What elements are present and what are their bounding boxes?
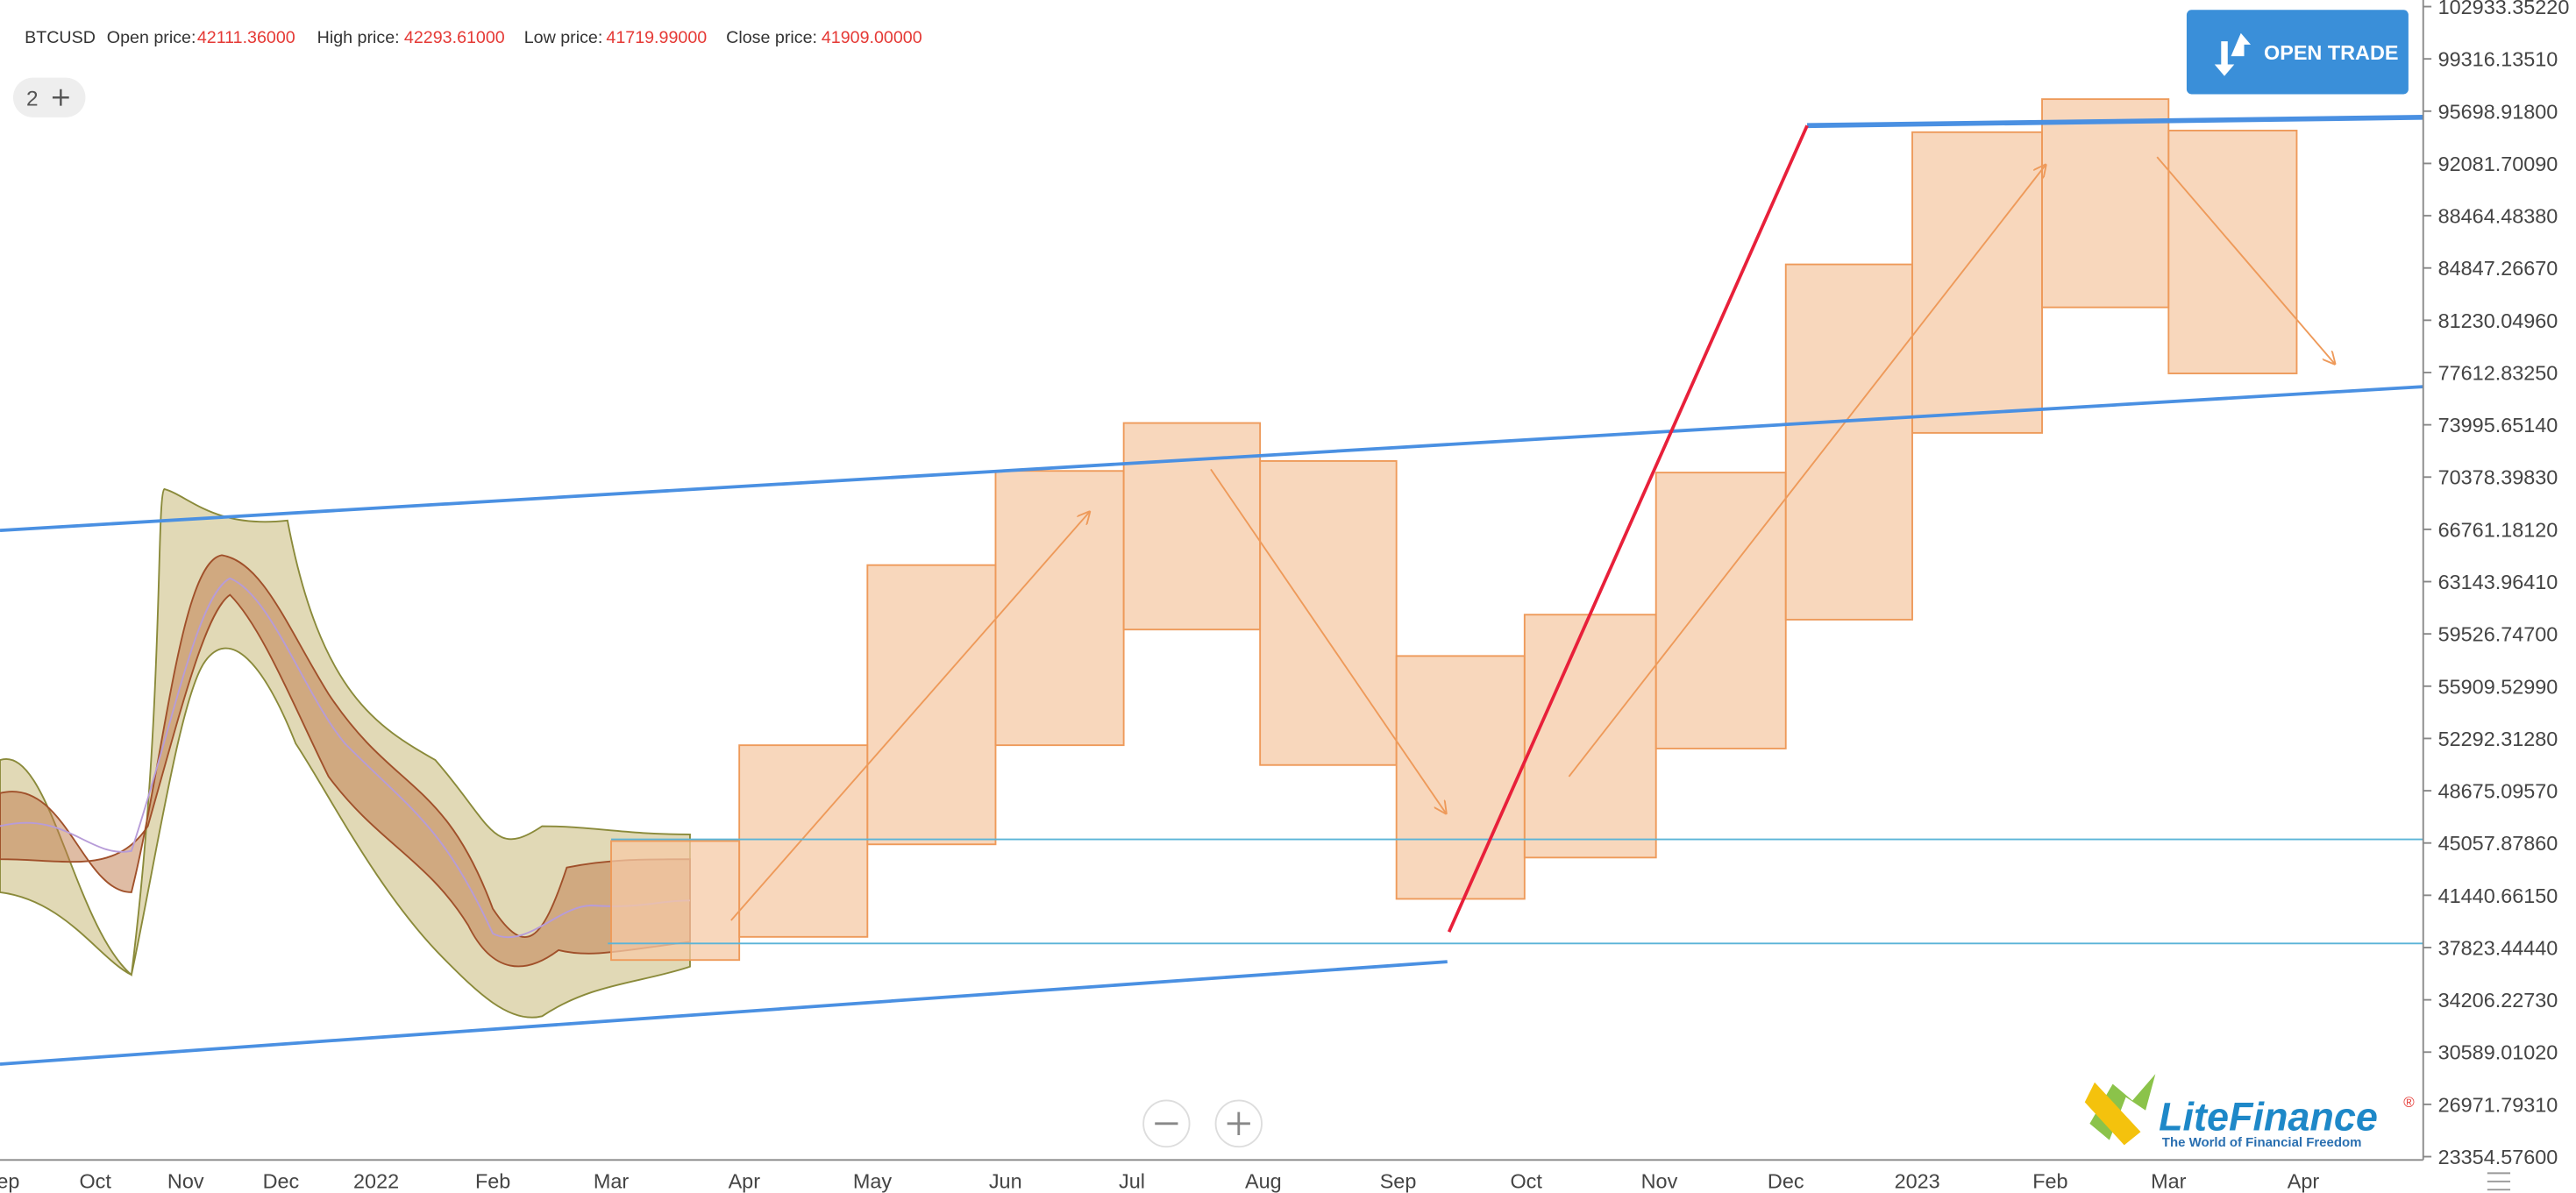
field-label: Low price: [524, 28, 603, 47]
forecast-box [1122, 422, 1262, 631]
price-label: 30589.01020 [2438, 1041, 2558, 1064]
forecast-boxes [610, 98, 2298, 962]
time-label: Sep [1380, 1169, 1417, 1192]
forecast-box [2167, 129, 2298, 374]
field-value: 41719.99000 [606, 28, 707, 47]
field-value: 41909.00000 [822, 28, 922, 47]
badge-count[interactable]: 2 [26, 88, 39, 111]
price-label: 88464.48380 [2438, 205, 2558, 228]
channel-line [0, 960, 1448, 1066]
time-label: Feb [2032, 1169, 2067, 1192]
open-trade-button[interactable]: OPEN TRADE [2186, 10, 2409, 95]
time-axis: ep Oct Nov Dec 2022 Feb Mar Apr May Jun Jul Aug Sep O… [0, 1169, 2319, 1192]
price-label: 102933.35220 [2438, 0, 2570, 18]
forecast-box [2041, 98, 2170, 309]
field-value: 42293.61000 [404, 28, 505, 47]
forecast-box [738, 744, 869, 938]
time-label: 2022 [353, 1169, 399, 1192]
red-line [1447, 124, 1809, 933]
time-label: Jun [989, 1169, 1022, 1192]
time-label: Dec [1768, 1169, 1804, 1192]
price-label: 37823.44440 [2438, 936, 2558, 959]
button-bg[interactable] [2186, 10, 2409, 95]
price-label: 55909.52990 [2438, 675, 2558, 698]
price-label: 26971.79310 [2438, 1093, 2558, 1116]
forecast-box [994, 470, 1125, 747]
forecast-box [1654, 472, 1787, 749]
header: BTCUSD Open price: 42111.36000 High pric… [25, 28, 922, 47]
price-label: 41440.66150 [2438, 884, 2558, 907]
arrow [1568, 166, 2045, 778]
arrow [730, 512, 1089, 921]
price-axis: 102933.35220 99316.13510 95698.91800 92081.… [2423, 0, 2570, 1168]
price-label: 92081.70090 [2438, 153, 2558, 175]
price-label: 99316.13510 [2438, 48, 2558, 71]
symbol: BTCUSD [25, 28, 96, 47]
time-label: Oct [79, 1169, 111, 1192]
price-label: 84847.26670 [2438, 257, 2558, 280]
price-label: 34206.22730 [2438, 989, 2558, 1012]
zoom-in-icon[interactable] [1227, 1111, 1250, 1136]
logo-mark [2084, 1082, 2141, 1146]
forecast-box [1523, 614, 1657, 859]
forecast-box [1784, 263, 1913, 621]
price-label: 73995.65140 [2438, 414, 2558, 437]
time-label: Apr [2288, 1169, 2320, 1192]
price-label: 45057.87860 [2438, 832, 2558, 855]
time-label: May [853, 1169, 892, 1192]
time-label: Aug [1245, 1169, 1282, 1192]
arrow [2156, 156, 2334, 364]
settings-icon[interactable] [2487, 1172, 2511, 1191]
field-label: High price: [317, 28, 400, 47]
zoom-controls[interactable] [1142, 1099, 1263, 1148]
arrow [1210, 468, 1446, 813]
time-label: Feb [475, 1169, 510, 1192]
field-label: Close price: [726, 28, 817, 47]
forecast-box [866, 564, 997, 846]
price-label: 66761.18120 [2438, 518, 2558, 541]
logo-tagline: The World of Financial Freedom [2162, 1135, 2362, 1150]
time-label: ep [0, 1169, 19, 1192]
time-label: Jul [1119, 1169, 1145, 1192]
trend-lines [0, 115, 2423, 1066]
arrows [730, 156, 2335, 921]
layers-badge[interactable]: 2 [12, 77, 86, 117]
field-value: 42111.36000 [197, 28, 295, 47]
price-label: 52292.31280 [2438, 728, 2558, 750]
button-label[interactable]: OPEN TRADE [2264, 41, 2399, 64]
badge-bg[interactable] [12, 77, 86, 117]
channel-line [1807, 115, 2423, 129]
time-label: Oct [1510, 1169, 1542, 1192]
price-label: 81230.04960 [2438, 309, 2558, 332]
indicator-bands [0, 487, 691, 1019]
price-label: 63143.96410 [2438, 571, 2558, 593]
button-icon[interactable] [2214, 32, 2252, 76]
time-label: Dec [263, 1169, 300, 1192]
price-label: 77612.83250 [2438, 361, 2558, 384]
time-label: Nov [167, 1169, 204, 1192]
forecast-box [1395, 655, 1526, 900]
time-label: 2023 [1895, 1169, 1940, 1192]
badge-plus[interactable] [52, 89, 69, 106]
price-label: 70378.39830 [2438, 466, 2558, 489]
time-label: Mar [2151, 1169, 2187, 1192]
channel-line [0, 385, 2423, 532]
logo-mark-r: ® [2403, 1094, 2415, 1111]
price-label: 59526.74700 [2438, 623, 2558, 646]
field-label: Open price: [107, 28, 196, 47]
forecast-box [1259, 459, 1398, 766]
forecast-box [610, 840, 741, 962]
price-label: 48675.09570 [2438, 779, 2558, 802]
time-label: Nov [1641, 1169, 1678, 1192]
time-label: Apr [729, 1169, 761, 1192]
logo-name: LiteFinance [2159, 1094, 2378, 1139]
forecast-box [1911, 131, 2043, 434]
logo: LiteFinance ® The World of Financial Fre… [2084, 1074, 2415, 1150]
price-label: 95698.91800 [2438, 100, 2558, 123]
time-label: Mar [594, 1169, 630, 1192]
price-label: 23354.57600 [2438, 1146, 2558, 1168]
